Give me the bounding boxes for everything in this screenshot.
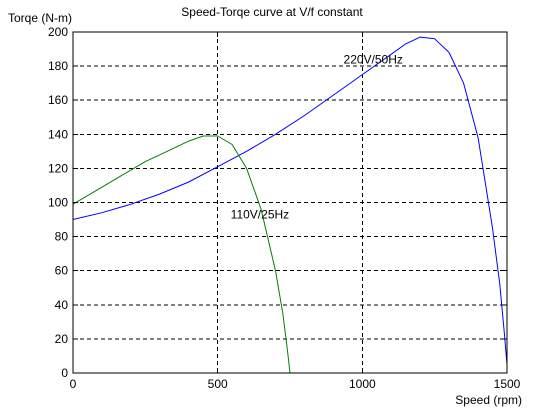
axis-ticks: 0 20 40 60 80 100 120 140 160 180 200 0 500 1000 1500 — [48, 25, 521, 391]
x-tick-label: 0 — [70, 377, 77, 391]
x-tick-label: 500 — [208, 377, 228, 391]
series-line-1 — [72, 36, 508, 365]
y-tick-label: 140 — [48, 127, 68, 141]
y-tick-label: 0 — [61, 366, 68, 380]
curve-label: 110V/25Hz — [231, 207, 289, 221]
chart-title: Speed-Torqe curve at V/f constant — [181, 5, 363, 19]
series-lines — [72, 36, 508, 374]
y-tick-label: 80 — [55, 230, 69, 244]
x-axis-title: Speed (rpm) — [455, 393, 522, 407]
series-line-2 — [72, 135, 291, 374]
x-tick-label: 1000 — [349, 377, 376, 391]
curve-annotations: 220V/50Hz 110V/25Hz — [231, 52, 403, 221]
y-tick-label: 160 — [48, 93, 68, 107]
y-tick-label: 20 — [55, 332, 69, 346]
y-axis-title: Torqe (N-m) — [8, 11, 72, 25]
y-tick-label: 60 — [55, 264, 69, 278]
y-tick-label: 100 — [48, 196, 68, 210]
x-tick-label: 1500 — [494, 377, 521, 391]
y-tick-label: 40 — [55, 298, 69, 312]
y-tick-label: 180 — [48, 59, 68, 73]
y-tick-label: 200 — [48, 25, 68, 39]
grid-lines — [73, 32, 507, 373]
y-tick-label: 120 — [48, 161, 68, 175]
curve-label: 220V/50Hz — [344, 52, 403, 66]
